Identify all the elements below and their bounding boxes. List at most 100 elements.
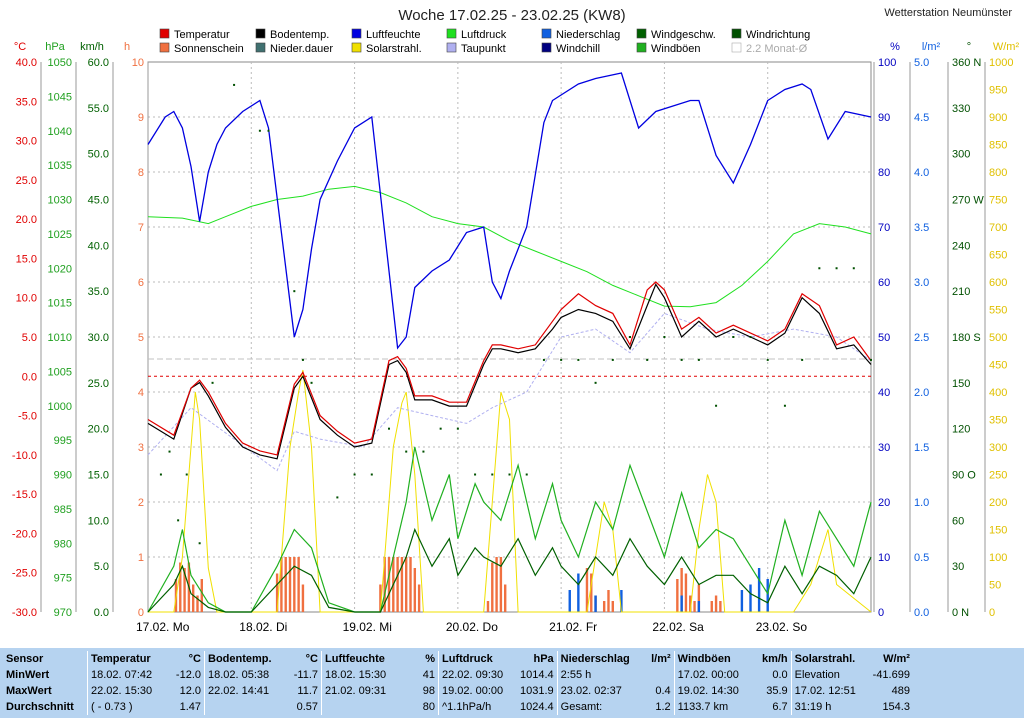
sunshine-bar [503,584,507,612]
sunshine-bar [409,557,412,612]
winddir-point [422,450,425,453]
pressure-unit-label: hPa [45,41,65,53]
day-label: 20.02. Do [446,620,498,634]
solar-tick-label: 100 [989,552,1007,564]
temp-tick-label: 30.0 [16,136,37,148]
winddir-point [491,473,494,476]
stats-cell-info: 22.02. 15:30 [87,683,166,699]
pressure-tick-label: 975 [54,573,72,585]
legend-swatch [351,42,362,53]
winddir-point [835,267,838,270]
sunshine-bar [611,601,614,612]
day-label: 18.02. Di [239,620,287,634]
sunshine-bar [602,601,606,612]
temp-tick-label: 5.0 [22,332,37,344]
stats-cell-info: 2:55 h [556,667,636,683]
stats-cell-info [204,699,283,715]
winddir-point [405,450,408,453]
winddir-tick-label: 180 S [952,332,981,344]
solar-tick-label: 150 [989,525,1007,537]
stats-row-label: MaxWert [6,685,52,697]
sun-tick-label: 4 [138,387,144,399]
stats-header-row: Sensor Temperatur °C Bodentemp. °C Luftfeucht… [3,651,913,667]
winddir-point [301,358,304,361]
stats-cell-info: 22.02. 09:30 [438,667,517,683]
day-label: 23.02. So [756,620,808,634]
sunshine-bar [607,590,610,612]
sunshine-bar [714,595,718,612]
sun-tick-label: 9 [138,112,144,124]
chart-title: Woche 17.02.25 - 23.02.25 (KW8) [398,7,625,24]
stats-cell-value: 0.4 [655,685,671,697]
winddir-tick-label: 330 [952,103,970,115]
solar-tick-label: 900 [989,112,1007,124]
humidity-tick-label: 40 [878,387,890,399]
solar-tick-label: 750 [989,195,1007,207]
winddir-point [646,358,649,361]
sunshine-bar [297,557,300,612]
legend-swatch [159,28,170,39]
solar-tick-label: 1000 [989,57,1013,69]
legend-swatch [636,28,647,39]
sunshine-bar [417,584,421,612]
wind-tick-label: 55.0 [88,103,109,115]
stats-cell-value: 489 [891,685,910,697]
winddir-point [388,427,390,430]
winddir-point [211,381,214,384]
legend-swatch [731,42,742,53]
sunshine-bar [379,584,382,612]
temp-tick-label: 25.0 [16,175,37,187]
sunshine-bar [200,579,203,612]
stats-cell-info [321,699,400,715]
rain-tick-label: 2.5 [914,332,929,344]
legend-label: Luftdruck [461,29,507,41]
sun-tick-label: 8 [138,167,144,179]
statistics-table: Sensor Temperatur °C Bodentemp. °C Luftfeucht… [3,651,913,715]
legend-swatch [731,28,742,39]
legend-label: Temperatur [174,29,230,41]
station-name: Wetterstation Neumünster [884,7,1012,19]
winddir-point [508,473,511,476]
stats-header-name: Bodentemp. [204,651,283,667]
pressure-tick-label: 995 [54,435,72,447]
day-label: 17.02. Mo [136,620,190,634]
stats-header-unit: % [425,653,435,665]
winddir-tick-label: 0 N [952,607,969,619]
rain-bar [594,595,597,612]
humidity-tick-label: 0 [878,607,884,619]
stats-cell-info: 19.02. 00:00 [438,683,517,699]
temp-tick-label: -5.0 [18,411,37,423]
pressure-tick-label: 990 [54,470,72,482]
rain-tick-label: 3.0 [914,277,929,289]
solar-tick-label: 0 [989,607,995,619]
sunshine-bar [400,557,404,612]
stats-row: Durchschnitt ( - 0.73 ) 1.47 0.57 80 ^1.1hPa/… [3,699,913,715]
stats-row: MinWert 18.02. 07:42 -12.0 18.02. 05:38 -11.… [3,667,913,683]
legend-swatch [446,28,457,39]
sunshine-bar [413,568,417,612]
pressure-tick-label: 1005 [48,366,72,378]
wind-tick-label: 0.0 [94,607,109,619]
solar-tick-label: 500 [989,332,1007,344]
winddir-tick-label: 210 [952,286,970,298]
rain-tick-label: 1.0 [914,497,929,509]
winddir-point [439,427,442,430]
solar-tick-label: 950 [989,85,1007,97]
winddir-point [542,358,545,361]
pressure-tick-label: 970 [54,607,72,619]
winddir-tick-label: 240 [952,240,970,252]
stats-cell-value: 1014.4 [520,669,554,681]
series-line-bodentemp- [147,283,872,460]
plot-area [147,72,872,613]
series-line-luftdruck [147,185,872,308]
series-line-temperatur [147,281,872,456]
solar-tick-label: 200 [989,497,1007,509]
stats-header-unit: °C [305,653,318,665]
stats-cell-info: 23.02. 02:37 [556,683,636,699]
sun-tick-label: 5 [138,332,144,344]
wind-tick-label: 5.0 [94,561,109,573]
stats-cell-value: 1024.4 [520,701,554,713]
solar-tick-label: 700 [989,222,1007,234]
legend-label: Windrichtung [746,29,810,41]
stats-cell-value: 80 [422,701,435,713]
